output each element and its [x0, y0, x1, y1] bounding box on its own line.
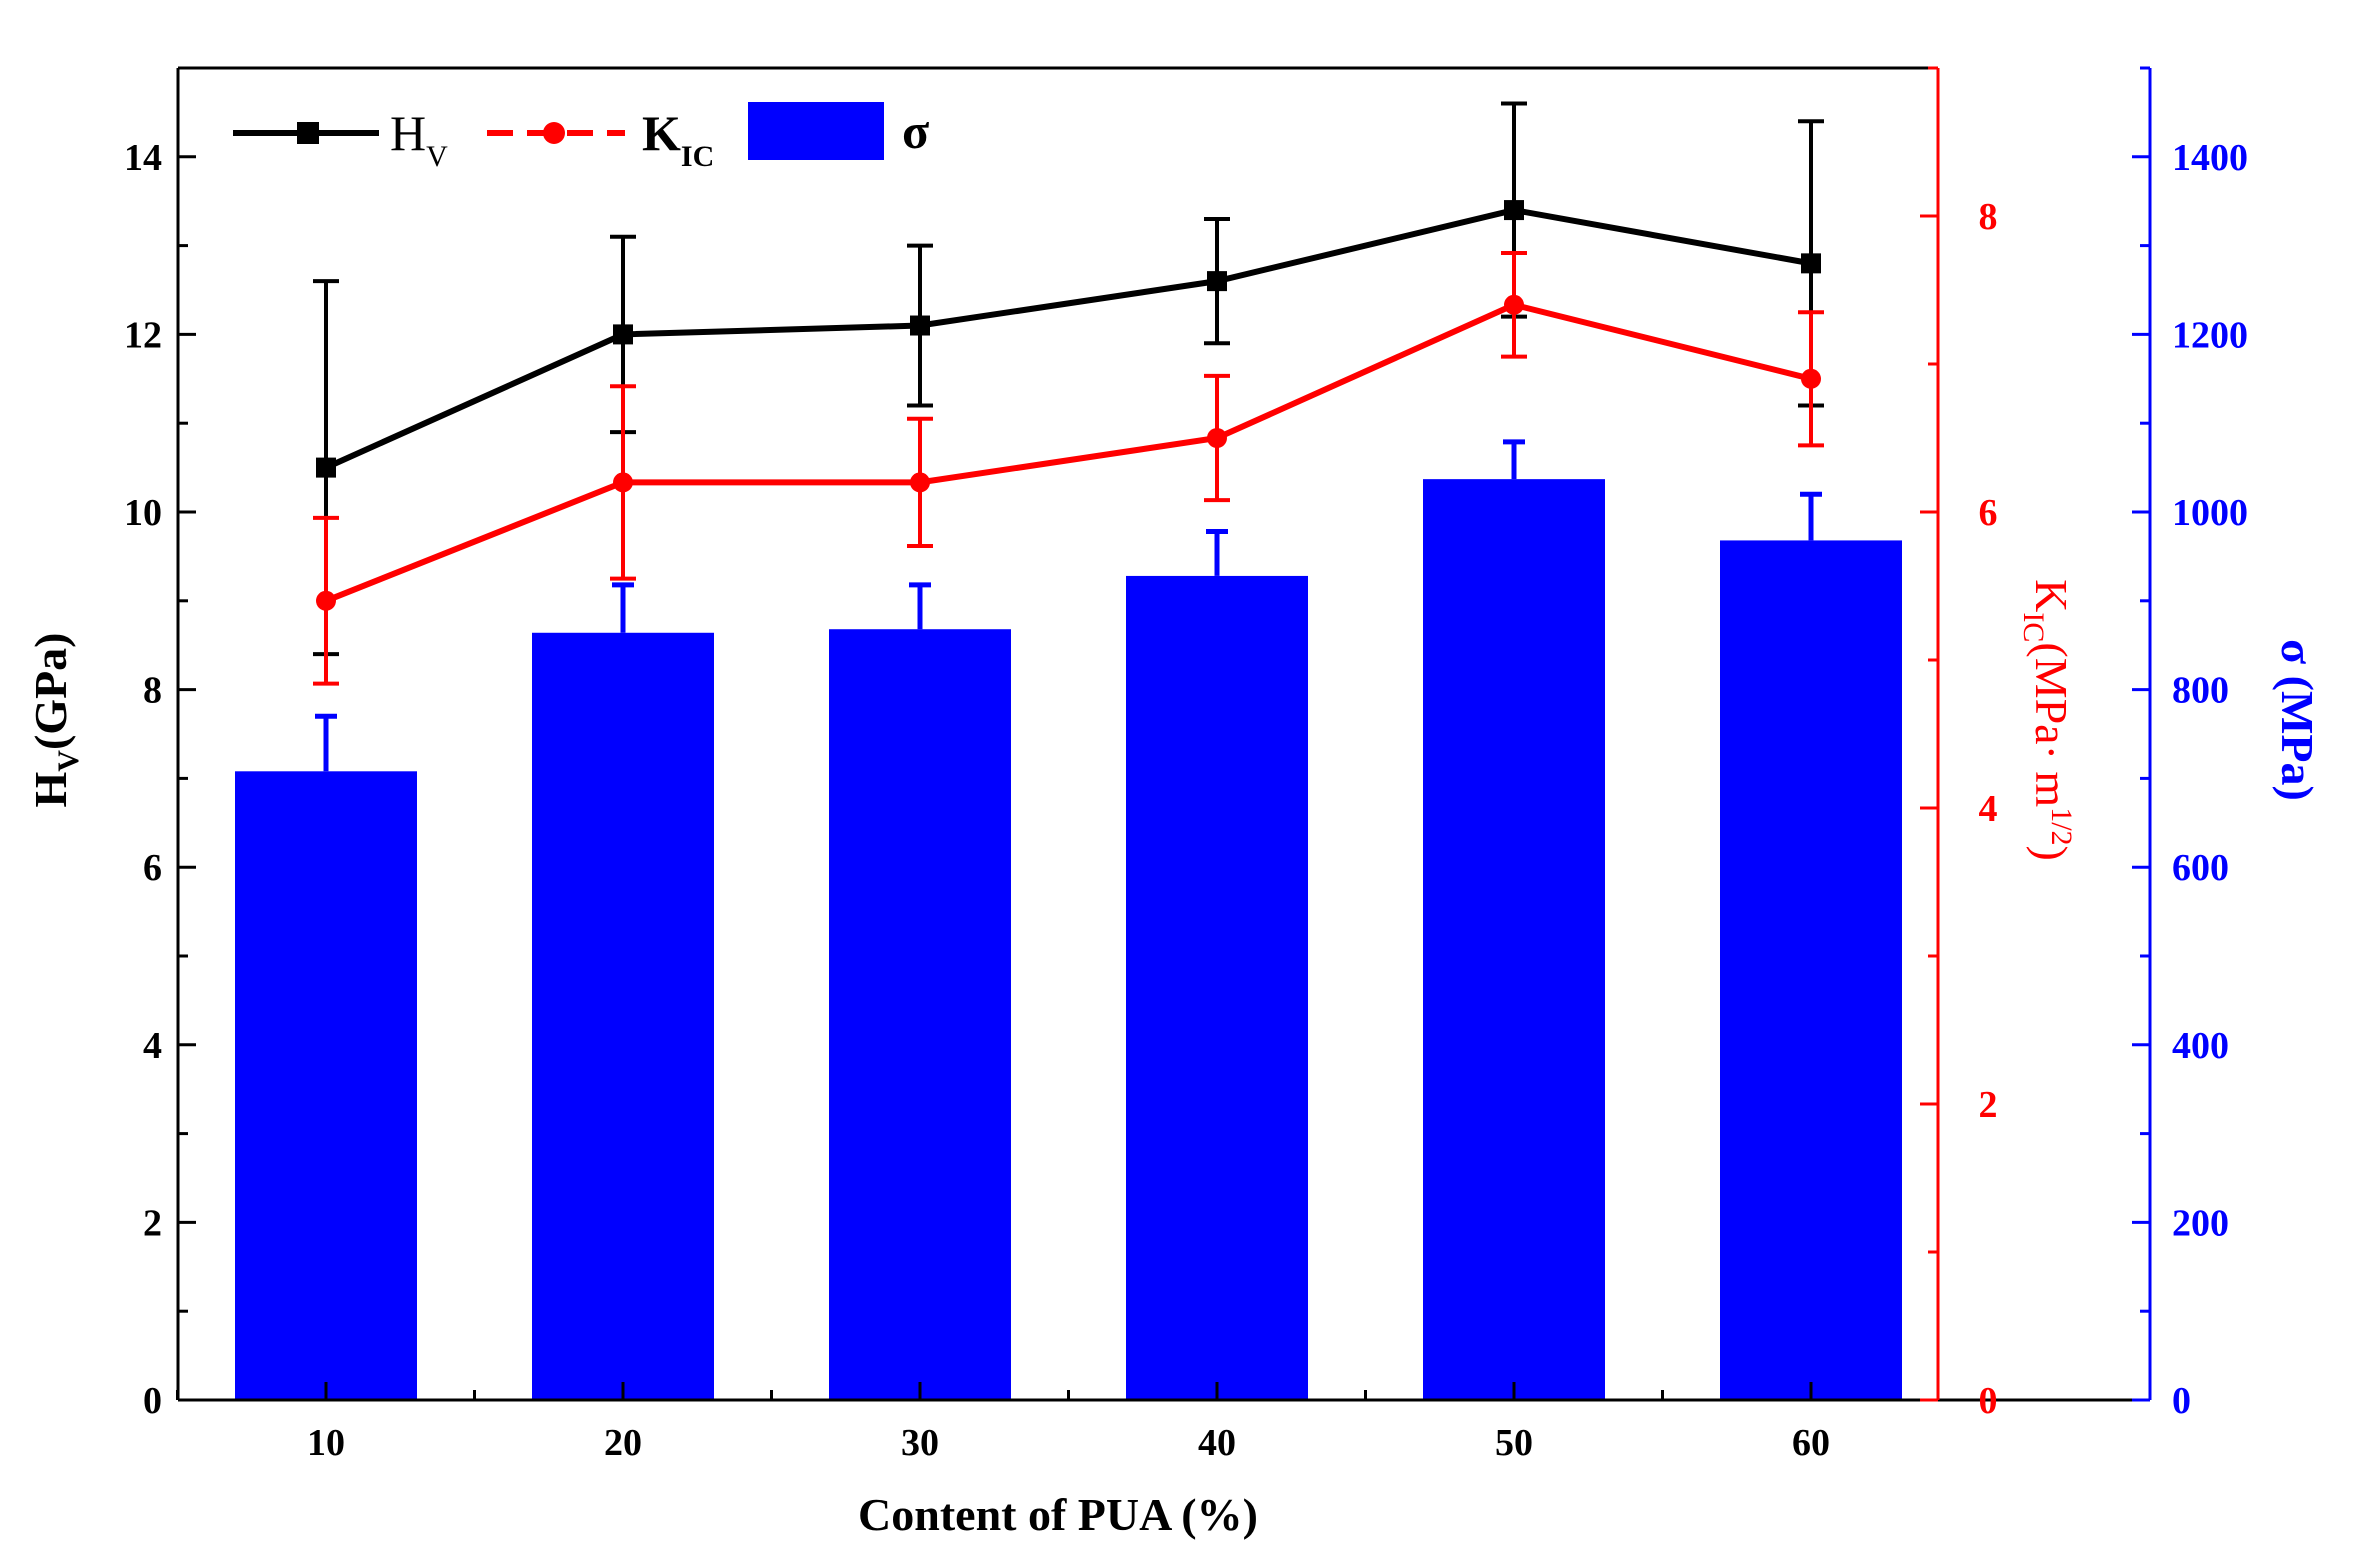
right-inner-title-sup: 1/2	[2045, 807, 2078, 845]
right-outer-tick-label-800: 800	[2172, 670, 2229, 712]
legend: HV KIC σ	[233, 102, 929, 173]
bars-layer	[235, 439, 1902, 1400]
left-axis-title-main: H	[25, 771, 76, 807]
marker-hv-20	[613, 324, 633, 345]
legend-kic-marker	[543, 122, 565, 144]
marker-hv-40	[1207, 271, 1227, 292]
legend-hv-marker	[297, 122, 319, 144]
marker-kic-40	[1207, 428, 1227, 448]
x-tick-label-40: 40	[1198, 1422, 1236, 1464]
right-inner-tick-label-6: 6	[1979, 492, 1998, 534]
x-tick-label-20: 20	[604, 1422, 642, 1464]
left-tick-label-2: 2	[143, 1202, 162, 1244]
right-outer-tick-label-600: 600	[2172, 847, 2229, 889]
marker-kic-30	[910, 472, 930, 493]
right-inner-tick-label-2: 2	[1979, 1084, 1998, 1126]
left-tick-label-8: 8	[143, 670, 162, 712]
left-axis-title: HV(GPa)	[25, 633, 85, 808]
x-tick-label-60: 60	[1792, 1422, 1830, 1464]
right-outer-tick-label-1400: 1400	[2172, 137, 2248, 179]
right-outer-tick-label-0: 0	[2172, 1380, 2191, 1422]
x-tick-label-50: 50	[1495, 1422, 1533, 1464]
right-inner-title-main: K	[2026, 579, 2077, 612]
left-tick-label-12: 12	[124, 314, 162, 356]
bar-sigma-30	[829, 629, 1011, 1400]
right-inner-tick-label-0: 0	[1979, 1380, 1998, 1422]
right-inner-title-sub: IC	[2017, 612, 2050, 642]
legend-sigma-swatch	[748, 102, 884, 160]
right-inner-title-end: )	[2026, 846, 2077, 861]
legend-hv-label: HV	[390, 105, 448, 173]
marker-hv-30	[910, 315, 930, 336]
bar-sigma-10	[235, 771, 417, 1400]
marker-hv-50	[1504, 200, 1524, 221]
marker-kic-60	[1801, 368, 1821, 389]
series-line-kic	[324, 301, 1812, 604]
left-tick-label-0: 0	[143, 1380, 162, 1422]
marker-kic-20	[613, 472, 633, 493]
left-axis-title-sub: V	[52, 750, 85, 772]
left-tick-label-6: 6	[143, 847, 162, 889]
right-outer-tick-label-1200: 1200	[2172, 314, 2248, 356]
left-tick-label-4: 4	[143, 1025, 162, 1067]
marker-kic-50	[1504, 294, 1524, 315]
right-inner-tick-label-8: 8	[1979, 196, 1998, 238]
bar-sigma-60	[1720, 540, 1902, 1400]
right-outer-tick-label-400: 400	[2172, 1025, 2229, 1067]
right-inner-axis-title: KIC(MPa· m1/2)	[2017, 579, 2078, 861]
right-inner-title-unit: (MPa· m	[2026, 642, 2077, 807]
right-outer-tick-label-200: 200	[2172, 1202, 2229, 1244]
axes-layer: 0 2 4 6 8 10 12 14 0 2 4 6 8 0 200 400 600 800 1000 1200 140…	[25, 66, 2323, 1540]
left-tick-label-14: 14	[124, 137, 162, 179]
right-inner-tick-label-4: 4	[1979, 788, 1998, 830]
left-tick-label-10: 10	[124, 492, 162, 534]
x-tick-label-30: 30	[901, 1422, 939, 1464]
x-tick-label-10: 10	[307, 1422, 345, 1464]
legend-kic-label: KIC	[642, 105, 714, 173]
right-outer-tick-label-1000: 1000	[2172, 492, 2248, 534]
bar-sigma-20	[532, 632, 714, 1400]
marker-hv-10	[316, 457, 336, 478]
series-line-hv	[324, 207, 1812, 471]
right-outer-axis-title: σ (MPa)	[2272, 639, 2323, 801]
legend-sigma-label: σ	[902, 103, 929, 159]
bar-sigma-40	[1126, 575, 1308, 1400]
lines-layer	[313, 101, 1824, 686]
marker-hv-60	[1801, 253, 1821, 274]
left-axis-title-unit: (GPa)	[25, 633, 76, 751]
bar-sigma-50	[1423, 479, 1605, 1400]
x-axis-title: Content of PUA (%)	[858, 1489, 1258, 1540]
marker-kic-10	[316, 590, 336, 611]
